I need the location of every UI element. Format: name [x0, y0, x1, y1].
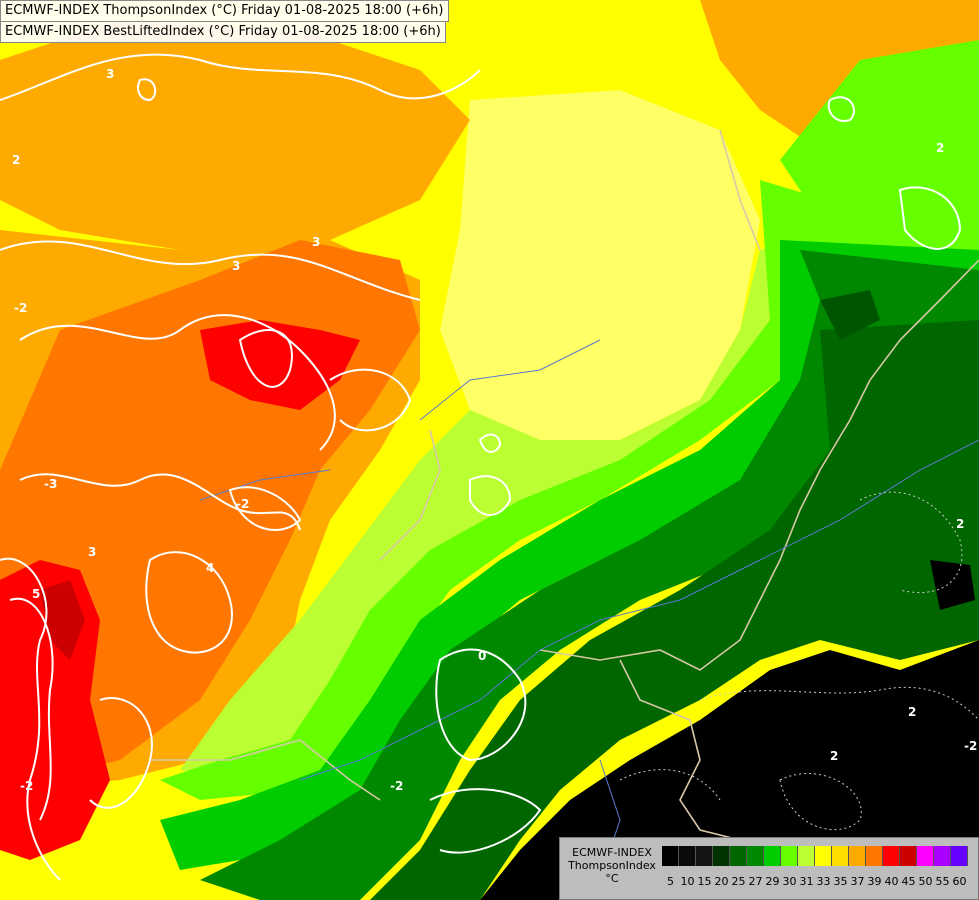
- field-yellow-green: [180, 230, 820, 780]
- legend-tick-label: 40: [884, 875, 899, 888]
- legend-swatch: [713, 846, 730, 866]
- legend-tick-label: 20: [714, 875, 729, 888]
- legend-ticks: 5 10 15 20 25 27 29 30 31 33 35 37 39 40 45 50 55 60: [662, 875, 968, 888]
- legend-tick-label: 27: [748, 875, 763, 888]
- field-dark-green-patch: [820, 290, 880, 340]
- legend-tick-label: 39: [867, 875, 882, 888]
- legend-swatch: [662, 846, 679, 866]
- contour-label: 2: [956, 517, 964, 531]
- contour-label: 2: [908, 705, 916, 719]
- legend-swatch: [934, 846, 951, 866]
- legend-swatch: [679, 846, 696, 866]
- legend-tick-label: 60: [952, 875, 967, 888]
- legend-swatch: [798, 846, 815, 866]
- legend-swatch: [781, 846, 798, 866]
- contour-label: 2: [830, 749, 838, 763]
- legend-swatches: [662, 846, 968, 866]
- contour-label: 4: [206, 561, 214, 575]
- field-mid-green: [200, 250, 979, 900]
- legend-swatch: [747, 846, 764, 866]
- legend-variable: ThompsonIndex: [568, 859, 656, 872]
- field-red-sw: [0, 560, 110, 860]
- legend-swatch: [832, 846, 849, 866]
- legend-swatch: [696, 846, 713, 866]
- legend-swatch: [764, 846, 781, 866]
- legend-source: ECMWF-INDEX: [572, 846, 652, 859]
- legend-tick-label: 37: [850, 875, 865, 888]
- contour-labels: 2 3 3 -2 -3 3 5 4 3 2 -2 0 2 -2 2 2 -2 -…: [12, 67, 977, 793]
- field-green-band: [160, 240, 979, 870]
- legend-swatch: [730, 846, 747, 866]
- field-black-se: [480, 640, 979, 900]
- contour-label: 3: [106, 67, 114, 81]
- dotted-contours: [619, 491, 979, 831]
- field-black-patch: [930, 560, 975, 610]
- contour-label: -2: [20, 779, 33, 793]
- legend-tick-label: 55: [935, 875, 950, 888]
- contour-label: 3: [88, 545, 96, 559]
- map-title-best-lifted-index: ECMWF-INDEX BestLiftedIndex (°C) Friday …: [0, 21, 446, 43]
- legend-swatch: [849, 846, 866, 866]
- legend-tick-label: 15: [697, 875, 712, 888]
- contour-label: 2: [936, 141, 944, 155]
- legend-tick-label: 35: [833, 875, 848, 888]
- legend-swatch: [900, 846, 917, 866]
- legend-swatch: [917, 846, 934, 866]
- contour-label: 0: [478, 649, 486, 663]
- legend-tick-label: 25: [731, 875, 746, 888]
- legend-tick-label: 33: [816, 875, 831, 888]
- map-title-thompson-index: ECMWF-INDEX ThompsonIndex (°C) Friday 01…: [0, 0, 449, 22]
- legend-unit: °C: [605, 872, 619, 885]
- contour-label: -2: [390, 779, 403, 793]
- legend-label: ECMWF-INDEX ThompsonIndex °C: [564, 846, 660, 885]
- field-lime-band: [160, 180, 900, 800]
- field-dark-green: [370, 320, 979, 900]
- legend-tick-label: 10: [680, 875, 695, 888]
- contour-label: -3: [44, 477, 57, 491]
- legend-tick-label: 30: [782, 875, 797, 888]
- contour-label: 5: [32, 587, 40, 601]
- legend-swatch: [951, 846, 968, 866]
- legend-tick-label: 50: [918, 875, 933, 888]
- contour-label: -2: [236, 497, 249, 511]
- legend-swatch: [866, 846, 883, 866]
- legend-swatch: [883, 846, 900, 866]
- contour-label: 3: [312, 235, 320, 249]
- legend-tick-label: 29: [765, 875, 780, 888]
- color-legend: ECMWF-INDEX ThompsonIndex °C 5 10 15 20 25 27…: [559, 837, 979, 900]
- legend-tick-label: 5: [667, 875, 674, 888]
- contour-label: -2: [14, 301, 27, 315]
- field-orange-north: [0, 20, 470, 250]
- contour-label: 3: [232, 259, 240, 273]
- legend-tick-label: 45: [901, 875, 916, 888]
- legend-tick-label: 31: [799, 875, 814, 888]
- field-light-yellow: [440, 90, 760, 440]
- contours: [0, 53, 962, 881]
- contour-label: -2: [964, 739, 977, 753]
- legend-swatch: [815, 846, 832, 866]
- country-borders: [150, 129, 979, 841]
- contour-label: 2: [12, 153, 20, 167]
